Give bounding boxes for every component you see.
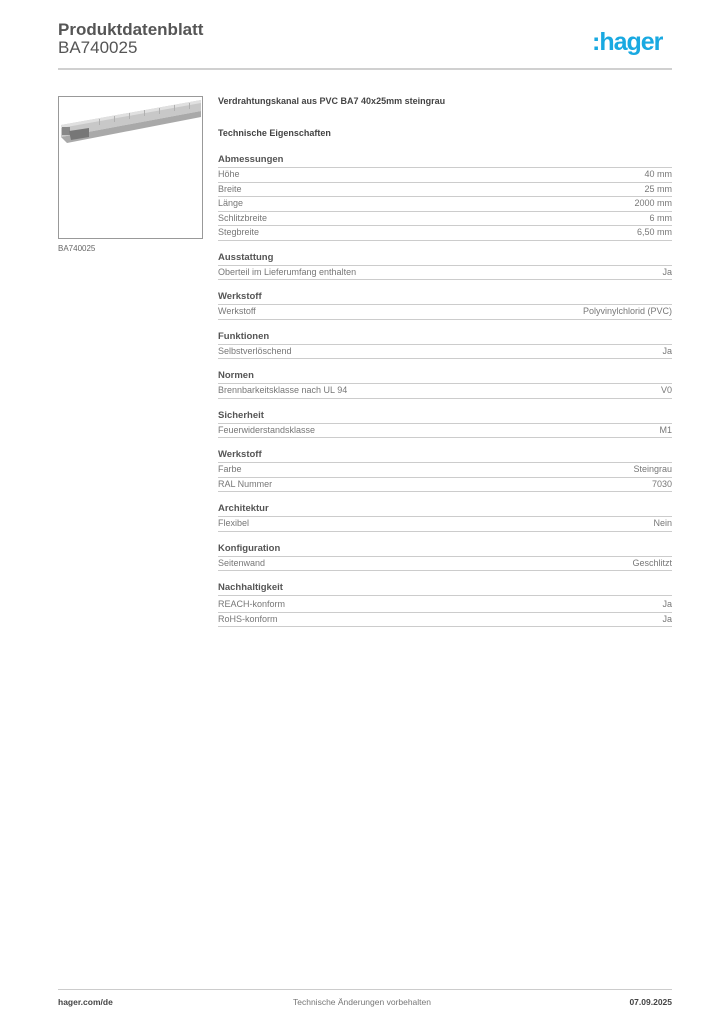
spec-label: Länge [218, 198, 244, 208]
spec-value: 7030 [651, 478, 672, 489]
spec-row: Breite 25 mm [218, 183, 672, 197]
spec-value: 6,50 mm [636, 227, 672, 237]
spec-label: RoHS-konform [218, 613, 278, 624]
product-image [58, 96, 203, 239]
spec-row: Höhe 40 mm [218, 168, 672, 183]
spec-row: RoHS-konform Ja [218, 613, 672, 627]
section-title: Technische Eigenschaften [218, 128, 331, 138]
spec-section: Architektur Flexibel Nein [218, 503, 672, 532]
spec-value: Geschlitzt [632, 557, 672, 568]
spec-row: Selbstverlöschend Ja [218, 345, 672, 359]
footer-website[interactable]: hager.com/de [58, 997, 113, 1007]
hager-logo: :hager [592, 28, 663, 56]
spec-value: 40 mm [644, 169, 672, 179]
spec-row: Stegbreite 6,50 mm [218, 226, 672, 241]
spec-section: Sicherheit Feuerwiderstandsklasse M1 [218, 410, 672, 438]
section-heading: Werkstoff [218, 449, 672, 463]
spec-value: Ja [662, 613, 672, 624]
spec-label: Flexibel [218, 518, 250, 528]
spec-section: Normen Brennbarkeitsklasse nach UL 94 V0 [218, 370, 672, 399]
section-heading: Normen [218, 370, 672, 384]
section-heading: Funktionen [218, 331, 672, 345]
spec-label: Farbe [218, 464, 242, 474]
spec-label: Seitenwand [218, 557, 266, 568]
spec-label: Brennbarkeitsklasse nach UL 94 [218, 385, 348, 395]
spec-row: Feuerwiderstandsklasse M1 [218, 424, 672, 438]
spec-section: Werkstoff Farbe Steingrau RAL Nummer 7030 [218, 449, 672, 492]
spec-row: Seitenwand Geschlitzt [218, 557, 672, 571]
spec-label: REACH-konform [218, 599, 286, 609]
spec-label: Oberteil im Lieferumfang enthalten [218, 266, 357, 277]
spec-row: Flexibel Nein [218, 517, 672, 532]
header-divider [58, 68, 672, 70]
spec-section: Nachhaltigkeit REACH-konform Ja RoHS-konfor… [218, 582, 672, 627]
spec-label: Breite [218, 183, 242, 194]
spec-label: Schlitzbreite [218, 212, 268, 223]
section-heading: Werkstoff [218, 291, 672, 305]
spec-value: 25 mm [644, 183, 672, 194]
section-heading: Nachhaltigkeit [218, 582, 672, 596]
article-number: BA740025 [58, 38, 138, 57]
footer-divider [58, 989, 672, 990]
section-heading: Sicherheit [218, 410, 672, 424]
spec-row: RAL Nummer 7030 [218, 478, 672, 492]
spec-row: Farbe Steingrau [218, 463, 672, 478]
spec-value: Ja [662, 345, 672, 356]
footer-date: 07.09.2025 [629, 997, 672, 1007]
spec-row: Schlitzbreite 6 mm [218, 212, 673, 226]
spec-value: Ja [662, 266, 672, 277]
spec-value: 2000 mm [634, 198, 672, 208]
spec-value: Nein [653, 518, 672, 528]
spec-sections: Abmessungen Höhe 40 mm Breite 25 mm Länge 2000… [218, 154, 672, 627]
product-name: Verdrahtungskanal aus PVC BA7 40x25mm st… [218, 96, 446, 106]
section-heading: Konfiguration [218, 543, 672, 557]
spec-label: Werkstoff [218, 306, 256, 316]
spec-section: Ausstattung Oberteil im Lieferumfang enth… [218, 252, 672, 280]
spec-value: M1 [659, 424, 672, 435]
spec-section: Abmessungen Höhe 40 mm Breite 25 mm Länge 2000… [218, 154, 672, 241]
spec-value: Polyvinylchlorid (PVC) [582, 306, 672, 316]
spec-area: Verdrahtungskanal aus PVC BA7 40x25mm st… [218, 96, 672, 627]
section-heading: Abmessungen [218, 154, 672, 168]
spec-section: Funktionen Selbstverlöschend Ja [218, 331, 672, 359]
spec-label: Stegbreite [218, 227, 260, 237]
section-heading: Ausstattung [218, 252, 672, 266]
spec-value: Steingrau [633, 464, 672, 474]
image-caption: BA740025 [58, 244, 96, 253]
spec-section: Werkstoff Werkstoff Polyvinylchlorid (PVC) [218, 291, 672, 320]
spec-section: Konfiguration Seitenwand Geschlitzt [218, 543, 672, 571]
spec-value: V0 [660, 385, 672, 395]
spec-label: Höhe [218, 169, 240, 179]
spec-row: Werkstoff Polyvinylchlorid (PVC) [218, 305, 672, 320]
footer-note: Technische Änderungen vorbehalten [293, 997, 431, 1007]
spec-row: Brennbarkeitsklasse nach UL 94 V0 [218, 384, 672, 399]
spec-row: Oberteil im Lieferumfang enthalten Ja [218, 266, 672, 280]
page-title: Produktdatenblatt [58, 20, 204, 39]
spec-label: RAL Nummer [218, 478, 273, 489]
spec-value: Ja [662, 599, 672, 609]
spec-value: 6 mm [649, 212, 673, 223]
section-heading: Architektur [218, 503, 672, 517]
spec-label: Feuerwiderstandsklasse [218, 424, 316, 435]
spec-row: Länge 2000 mm [218, 197, 672, 212]
spec-label: Selbstverlöschend [218, 345, 292, 356]
spec-row: REACH-konform Ja [218, 598, 672, 613]
